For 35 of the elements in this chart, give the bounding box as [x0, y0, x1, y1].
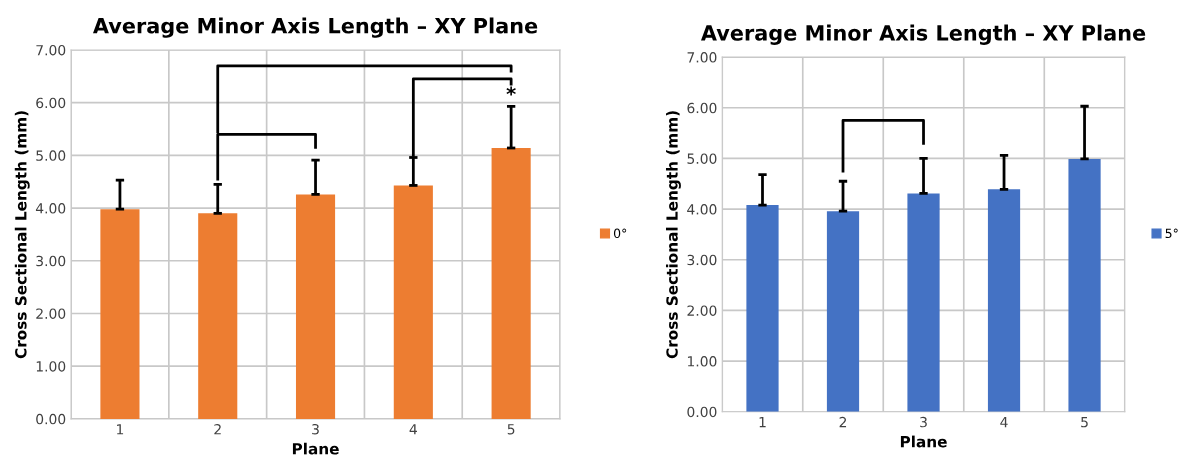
y-tick-label: 1.00 [36, 361, 66, 372]
y-tick-label: 2.00 [687, 305, 717, 316]
x-tick-label: 4 [1000, 417, 1008, 428]
y-tick-label: 3.00 [36, 255, 66, 267]
y-tick-label: 4.00 [35, 203, 66, 214]
x-tick-label: 5 [507, 424, 515, 435]
y-tick-label: 7.00 [687, 52, 717, 63]
annotation: * [506, 86, 516, 96]
y-axis-title: Cross Sectional Length (mm) [14, 111, 30, 359]
y-tick-label: 4.00 [687, 204, 717, 215]
y-tick-label: 0.00 [687, 406, 717, 418]
x-tick-label: 4 [409, 424, 417, 435]
x-tick-label: 5 [1081, 417, 1088, 428]
y-tick-label: 5.00 [687, 153, 717, 164]
y-axis-title: Cross Sectional Length (mm) [665, 111, 681, 359]
y-tick-label: 0.00 [36, 413, 66, 425]
x-tick-label: 3 [312, 423, 319, 435]
y-tick-label: 1.00 [687, 356, 717, 367]
chart-title: Average Minor Axis Length – XY Plane [92, 17, 538, 38]
y-tick-label: 6.00 [36, 97, 66, 109]
x-axis-title: Plane [900, 435, 947, 448]
y-tick-label: 7.00 [36, 44, 66, 56]
x-tick-label: 3 [920, 416, 927, 428]
y-tick-label: 5.00 [36, 150, 66, 161]
legend-label: 5° [1165, 228, 1178, 239]
y-tick-label: 6.00 [687, 102, 717, 114]
x-tick-label: 1 [117, 424, 124, 435]
y-tick-label: 3.00 [687, 254, 717, 266]
x-tick-label: 2 [839, 416, 847, 428]
x-axis-title: Plane [292, 442, 339, 455]
chart-title: Average Minor Axis Length – XY Plane [700, 24, 1146, 45]
legend-label: 0° [613, 228, 627, 239]
x-tick-label: 1 [759, 417, 766, 428]
x-tick-label: 2 [214, 423, 221, 435]
y-tick-label: 2.00 [36, 308, 66, 319]
